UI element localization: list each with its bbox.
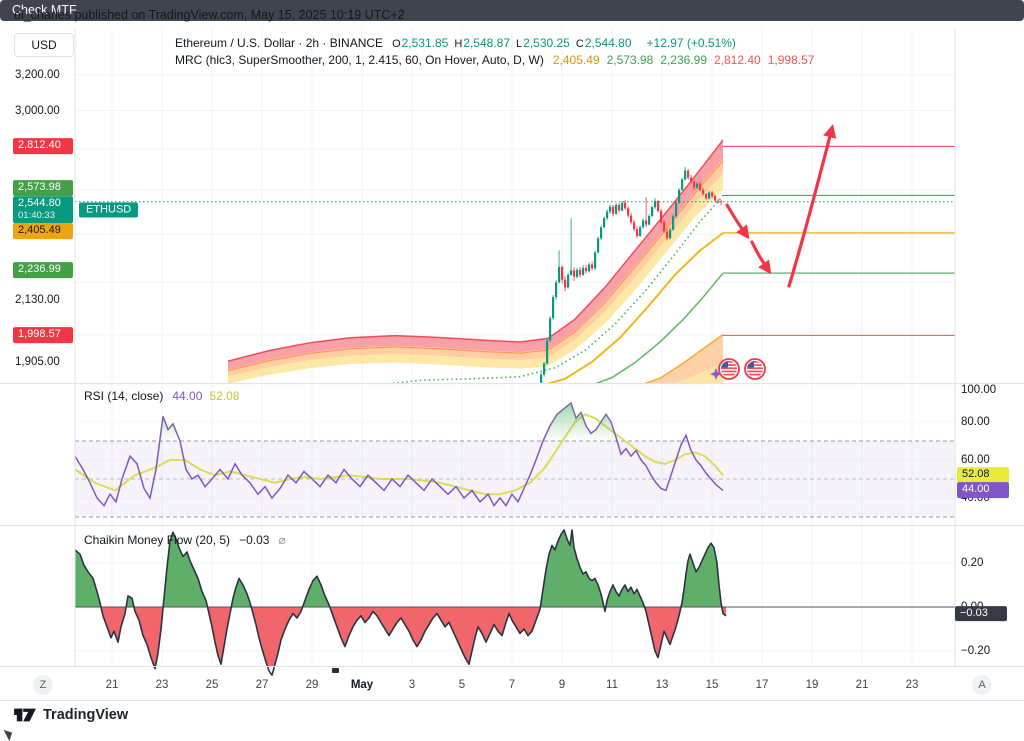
- time-axis-label: May: [350, 679, 374, 691]
- time-axis-label: 3: [408, 679, 416, 691]
- ohlc-value: 2,531.85: [401, 36, 449, 50]
- rsi-indicator-legend[interactable]: RSI (14, close) 44.00 52.08: [84, 389, 246, 403]
- price-axis-label: 2,130.00: [15, 294, 60, 307]
- time-axis-label: 25: [205, 679, 219, 691]
- rsi-badge: 52.08: [957, 467, 1009, 483]
- timezone-badge[interactable]: Z: [33, 675, 53, 695]
- cmf-empty-icon: ⌀: [278, 533, 286, 547]
- time-axis-label: 17: [755, 679, 769, 691]
- time-axis-anchor-mark: [332, 668, 339, 673]
- rsi-value: 52.08: [209, 389, 240, 403]
- mrc-title[interactable]: MRC (hlc3, SuperSmoother, 200, 1, 2.415,…: [175, 53, 544, 67]
- ohlc-values: O2,531.85 H2,548.87 L2,530.25 C2,544.80: [392, 36, 637, 50]
- ohlc-key: C: [575, 38, 584, 50]
- ohlc-value: 2,530.25: [523, 36, 570, 50]
- time-axis-label: 23: [905, 679, 919, 691]
- time-axis-label: 9: [558, 679, 566, 691]
- tradingview-logo-text: TradingView: [43, 707, 129, 723]
- time-axis-label: 7: [508, 679, 516, 691]
- rsi-axis-label: 80.00: [961, 416, 990, 428]
- time-axis-label: 29: [305, 679, 319, 691]
- price-axis-label: 1,905.00: [15, 355, 60, 368]
- price-badge: 2,405.49: [13, 223, 73, 239]
- time-axis-label: 21: [855, 679, 869, 691]
- time-axis-label: 21: [105, 679, 119, 691]
- price-badge: 2,544.80 01:40:33: [13, 195, 73, 224]
- price-badge: 1,998.57: [13, 327, 73, 344]
- price-axis-label: 3,200.00: [15, 68, 60, 81]
- mrc-level-value: 1,998.57: [767, 53, 815, 67]
- rsi-axis-label: 100.00: [961, 384, 997, 396]
- mrc-level-value: 2,573.98: [606, 53, 654, 67]
- publish-info: ol_charles published on TradingView.com,…: [14, 8, 405, 22]
- check-mtf-callout[interactable]: Check MTF: [0, 0, 1024, 21]
- mrc-level-value: 2,812.40: [714, 53, 761, 67]
- price-badge: 2,573.98: [13, 180, 73, 197]
- mrc-level-value: 2,236.99: [660, 53, 707, 67]
- time-axis-label: 27: [255, 679, 269, 691]
- rsi-values: 44.00 52.08: [172, 389, 246, 403]
- rsi-axis-label: 60.00: [961, 454, 990, 466]
- time-axis-label: 11: [606, 679, 618, 691]
- us-flag-marker: [718, 358, 740, 380]
- rsi-badge: 44.00: [957, 482, 1009, 499]
- rsi-value: 44.00: [172, 389, 203, 403]
- time-axis-label: 23: [155, 679, 169, 691]
- ohlc-value: 2,544.80: [584, 36, 632, 50]
- price-axis-label: 3,000.00: [15, 104, 60, 117]
- cmf-axis-label: −0.20: [961, 645, 991, 657]
- cmf-value: −0.03: [239, 533, 270, 547]
- currency-toggle-button[interactable]: USD: [14, 33, 74, 57]
- sparkle-icon: [710, 368, 722, 380]
- us-flag-marker: [744, 358, 766, 380]
- cmf-title[interactable]: Chaikin Money Flow (20, 5): [84, 533, 231, 547]
- cmf-indicator-legend[interactable]: Chaikin Money Flow (20, 5) −0.03 ⌀: [84, 533, 286, 547]
- symbol-title[interactable]: Ethereum / U.S. Dollar · 2h · BINANCE: [175, 36, 384, 50]
- cmf-axis-label: 0.20: [961, 557, 984, 569]
- ohlc-value: 2,548.87: [463, 36, 511, 50]
- price-badge: 2,812.40: [13, 138, 73, 155]
- tradingview-logo-icon: [14, 708, 36, 722]
- ohlc-key: L: [516, 38, 523, 50]
- countdown-timer: 01:40:33: [18, 210, 55, 222]
- tradingview-branding[interactable]: TradingView: [14, 705, 128, 725]
- symbol-legend[interactable]: Ethereum / U.S. Dollar · 2h · BINANCE O2…: [175, 36, 736, 50]
- rsi-title[interactable]: RSI (14, close): [84, 389, 164, 403]
- mrc-values: 2,405.49 2,573.98 2,236.99 2,812.40 1,998.57: [553, 53, 822, 67]
- cmf-badge: −0.03: [955, 605, 1007, 622]
- mrc-level-value: 2,405.49: [552, 53, 600, 67]
- mrc-indicator-legend[interactable]: MRC (hlc3, SuperSmoother, 200, 1, 2.415,…: [175, 53, 821, 67]
- time-axis-label: 5: [458, 679, 466, 691]
- symbol-price-tag: ETHUSD: [79, 202, 139, 218]
- time-axis-label: 19: [805, 679, 819, 691]
- auto-badge[interactable]: A: [972, 675, 992, 695]
- time-axis-label: 15: [705, 679, 719, 691]
- price-change: +12.97 (+0.51%): [646, 36, 736, 50]
- price-badge: 2,236.99: [13, 262, 73, 278]
- ohlc-key: H: [454, 38, 463, 50]
- time-axis-label: 13: [655, 679, 669, 691]
- ohlc-key: O: [392, 38, 401, 50]
